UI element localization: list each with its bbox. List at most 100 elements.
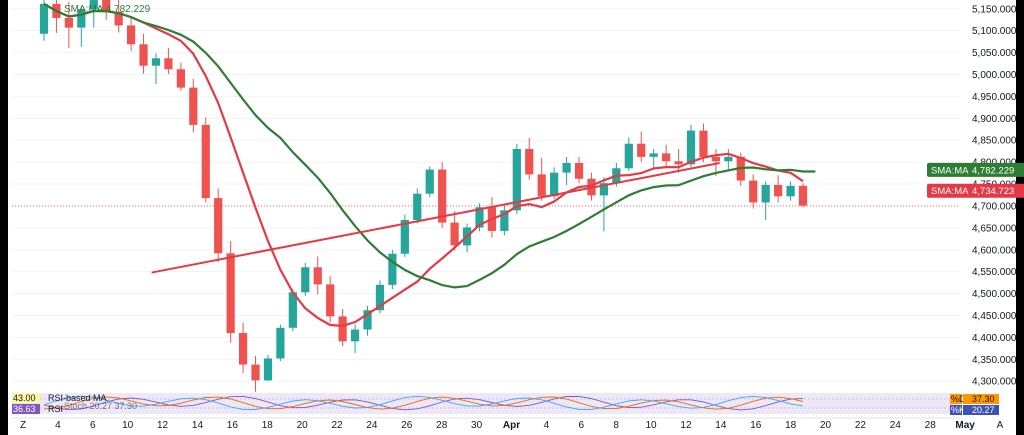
candle-body bbox=[711, 156, 721, 162]
candle-body bbox=[686, 130, 696, 165]
candle-body bbox=[786, 185, 795, 197]
ma-value-tag bbox=[927, 162, 1024, 177]
price-axis: 5,150.000 5,100.000 5,050.000 5,000.000 4,95… bbox=[972, 4, 1017, 387]
oscillator-band bbox=[12, 393, 960, 414]
rsi-value-tag bbox=[12, 404, 40, 414]
candle-body bbox=[562, 163, 571, 173]
grid-layer bbox=[12, 8, 960, 382]
stoch-k-label: %K bbox=[951, 405, 965, 415]
candle-body bbox=[637, 143, 646, 157]
time-tick-label: Z bbox=[20, 420, 26, 431]
candle-body bbox=[599, 183, 609, 196]
left-window-edge bbox=[0, 0, 8, 435]
time-tick-label: 28 bbox=[436, 420, 448, 431]
candle-body bbox=[388, 253, 397, 285]
time-tick-label: 16 bbox=[750, 420, 762, 431]
time-tick-label: 6 bbox=[90, 420, 96, 431]
trendline-layer: SMA:MA 4,782.229 bbox=[64, 4, 720, 274]
time-tick-label: 4 bbox=[55, 420, 61, 431]
price-tick-label: 5,000.000 bbox=[972, 70, 1017, 81]
time-tick-label: 14 bbox=[715, 420, 727, 431]
candle-body bbox=[64, 17, 73, 28]
candle-body bbox=[139, 44, 148, 66]
candle-body bbox=[674, 161, 683, 165]
stoch-k-tag bbox=[950, 405, 962, 415]
candle-body bbox=[724, 156, 733, 162]
moving-average-layer bbox=[43, 2, 816, 328]
price-tick-label: 4,850.000 bbox=[972, 136, 1017, 147]
candle-body bbox=[102, 0, 111, 12]
rsi-ma-value: 43.00 bbox=[13, 393, 36, 403]
candle-body bbox=[512, 148, 521, 211]
time-tick-label: 6 bbox=[579, 420, 585, 431]
stoch-k-value: 20.27 bbox=[972, 405, 995, 415]
time-tick-label: 30 bbox=[471, 420, 483, 431]
price-tick-label: 4,600.000 bbox=[972, 245, 1017, 256]
price-tick-label: 4,500.000 bbox=[972, 289, 1017, 300]
time-tick-label: 24 bbox=[890, 420, 902, 431]
candle-body bbox=[749, 180, 758, 203]
candle-body bbox=[189, 87, 198, 125]
stoch-d-value-tag bbox=[963, 394, 999, 404]
oscillator-line bbox=[43, 395, 804, 410]
rsi-value: 36.63 bbox=[13, 404, 36, 414]
price-tick-label: 5,100.000 bbox=[972, 26, 1017, 37]
candle-body bbox=[574, 163, 584, 179]
time-tick-label: 24 bbox=[366, 420, 378, 431]
candle-body bbox=[126, 25, 136, 45]
price-tick-label: 4,450.000 bbox=[972, 311, 1017, 322]
time-tick-label: 28 bbox=[925, 420, 937, 431]
candle-body bbox=[313, 267, 322, 285]
price-tick-label: 4,550.000 bbox=[972, 267, 1017, 278]
price-tick-label: 4,400.000 bbox=[972, 333, 1017, 344]
time-tick-label: 12 bbox=[157, 420, 169, 431]
oscillator-line bbox=[43, 396, 804, 410]
time-tick-label: 12 bbox=[680, 420, 692, 431]
candle-layer bbox=[39, 0, 808, 392]
candle-body bbox=[263, 358, 273, 381]
candle-body bbox=[238, 333, 248, 365]
candle-body bbox=[425, 169, 434, 194]
ma-tag-value: 4,734.723 bbox=[972, 186, 1014, 197]
candle-body bbox=[699, 130, 708, 157]
stoch-d-label: %D bbox=[951, 394, 966, 404]
candle-body bbox=[89, 0, 98, 10]
candle-body bbox=[350, 329, 360, 342]
time-tick-label: 4 bbox=[544, 420, 550, 431]
time-tick-label: 10 bbox=[646, 420, 658, 431]
candle-body bbox=[798, 185, 808, 206]
candle-body bbox=[201, 124, 210, 199]
fast-sma-line bbox=[43, 2, 804, 328]
candle-body bbox=[537, 174, 546, 197]
candle-body bbox=[400, 219, 409, 254]
price-tick-label: 4,950.000 bbox=[972, 92, 1017, 103]
rsi-ma-label: RSI-based MA bbox=[48, 393, 107, 403]
price-tick-label: 4,650.000 bbox=[972, 223, 1017, 234]
stoch-k-value-tag bbox=[963, 405, 999, 415]
price-tick-label: 4,300.000 bbox=[972, 377, 1017, 388]
candle-body bbox=[288, 292, 297, 328]
candle-body bbox=[77, 9, 86, 28]
candle-body bbox=[550, 172, 559, 197]
stoch-d-value: 37.30 bbox=[972, 394, 995, 404]
rsi-label: RSI bbox=[48, 404, 63, 414]
candle-body bbox=[624, 143, 633, 169]
time-tick-label: 14 bbox=[192, 420, 204, 431]
candle-body bbox=[301, 267, 310, 293]
ma-overlay-label: SMA:MA 4,782.229 bbox=[64, 4, 151, 15]
candle-body bbox=[450, 222, 459, 246]
time-tick-label: Apr bbox=[503, 420, 520, 431]
candle-body bbox=[276, 327, 285, 359]
time-tick-label: 20 bbox=[820, 420, 832, 431]
candle-body bbox=[438, 169, 447, 223]
price-tick-label: 4,350.000 bbox=[972, 355, 1017, 366]
price-tick-label: 5,150.000 bbox=[972, 4, 1017, 15]
time-tick-label: 22 bbox=[855, 420, 867, 431]
candle-body bbox=[338, 316, 347, 342]
candle-body bbox=[164, 58, 173, 70]
slow-sma-line bbox=[43, 2, 816, 289]
candle-body bbox=[774, 184, 783, 197]
candle-body bbox=[39, 3, 49, 34]
candle-body bbox=[525, 148, 534, 175]
